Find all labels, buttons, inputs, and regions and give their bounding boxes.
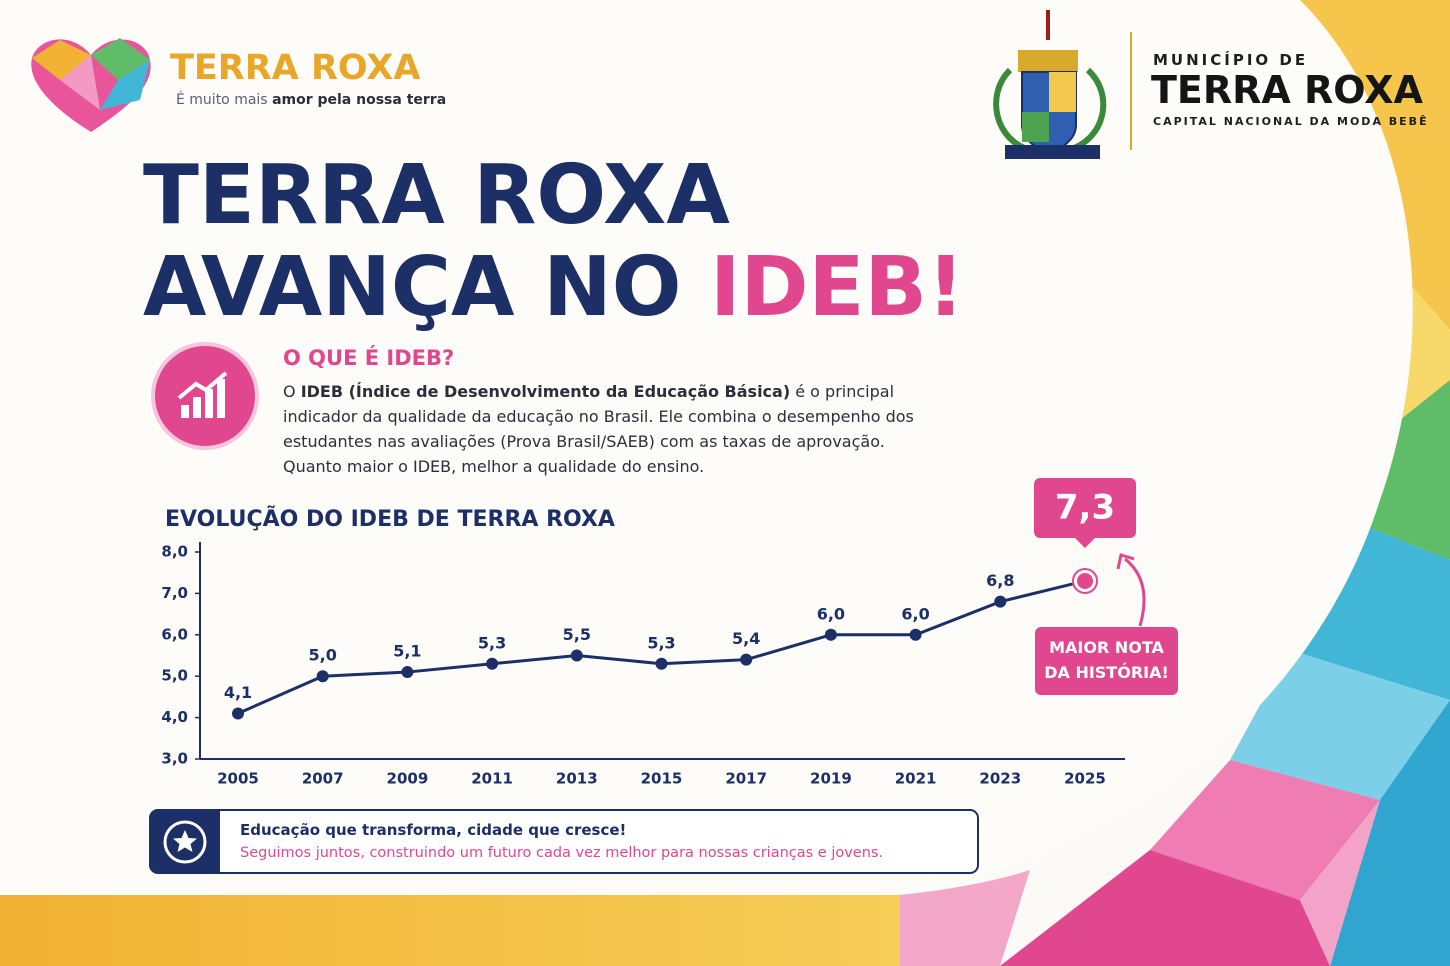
- highlight-point-core: [1077, 572, 1093, 589]
- value-label: 4,1: [224, 683, 252, 702]
- value-label: 6,8: [986, 571, 1014, 590]
- headline-line1: TERRA ROXA: [143, 148, 730, 243]
- x-tick-label: 2007: [302, 770, 344, 788]
- data-point: [909, 628, 922, 641]
- annotation-arrow: [1124, 557, 1146, 627]
- about-title: O QUE É IDEB?: [283, 346, 455, 370]
- data-point: [570, 649, 583, 662]
- headline-highlight: IDEB!: [709, 240, 965, 335]
- data-point: [316, 670, 329, 683]
- y-tick-label: 3,0: [161, 750, 188, 768]
- headline: TERRA ROXA AVANÇA NO IDEB!: [143, 150, 964, 334]
- y-tick-label: 8,0: [161, 543, 188, 561]
- x-tick-label: 2015: [641, 770, 683, 788]
- data-point: [401, 666, 414, 679]
- x-tick-label: 2013: [556, 770, 598, 788]
- value-label: 5,4: [732, 629, 760, 648]
- y-tick-label: 7,0: [161, 584, 188, 602]
- value-label: 5,0: [309, 646, 337, 665]
- tagline-bold: amor pela nossa terra: [272, 92, 447, 108]
- municipality-name: TERRA ROXA: [1151, 68, 1423, 112]
- data-point: [486, 657, 499, 670]
- data-point: [655, 657, 668, 670]
- headline-line2: AVANÇA NO: [143, 240, 710, 335]
- footer-text: Seguimos juntos, construindo um futuro c…: [240, 845, 884, 861]
- y-tick-label: 5,0: [161, 667, 188, 685]
- municipality-prefix: MUNICÍPIO DE: [1153, 51, 1309, 69]
- about-text: O IDEB (Índice de Desenvolvimento da Edu…: [283, 379, 933, 479]
- footer-title: Educação que transforma, cidade que cres…: [240, 821, 627, 839]
- data-point: [994, 595, 1007, 608]
- value-label: 5,5: [563, 625, 591, 644]
- chart-title: EVOLUÇÃO DO IDEB DE TERRA ROXA: [165, 507, 615, 532]
- value-label: 5,3: [647, 633, 675, 652]
- x-tick-label: 2011: [471, 770, 513, 788]
- tagline-start: É muito mais: [176, 92, 273, 108]
- annotation: MAIOR NOTA DA HISTÓRIA!: [1035, 627, 1178, 695]
- y-tick-label: 6,0: [161, 625, 188, 643]
- value-label: 6,0: [901, 604, 929, 623]
- brand-name: TERRA ROXA: [170, 48, 421, 88]
- data-point: [232, 707, 244, 720]
- x-tick-label: 2009: [387, 770, 429, 788]
- data-point: [824, 628, 837, 641]
- x-tick-label: 2021: [895, 770, 937, 788]
- about-bold: IDEB (Índice de Desenvolvimento da Educa…: [300, 382, 791, 401]
- municipality-slogan: CAPITAL NACIONAL DA MODA BEBÊ: [1153, 115, 1429, 128]
- callout-box: [1034, 477, 1136, 548]
- about-body: é o principal indicador da qualidade da …: [283, 382, 914, 476]
- value-label: 6,0: [817, 604, 845, 623]
- x-tick-label: 2023: [979, 770, 1021, 788]
- data-point: [740, 653, 753, 666]
- x-tick-label: 2025: [1064, 770, 1106, 788]
- x-tick-label: 2005: [217, 770, 259, 788]
- x-tick-label: 2017: [725, 770, 767, 788]
- x-tick-label: 2019: [810, 770, 852, 788]
- value-label-highlight: 7,3: [1055, 487, 1115, 527]
- value-label: 5,3: [478, 633, 506, 652]
- value-label: 5,1: [393, 642, 421, 661]
- brand-tagline: É muito mais amor pela nossa terra: [176, 92, 446, 108]
- about-intro: O: [283, 382, 301, 401]
- y-tick-label: 4,0: [161, 708, 188, 726]
- annotation-arrowhead: [1116, 553, 1135, 570]
